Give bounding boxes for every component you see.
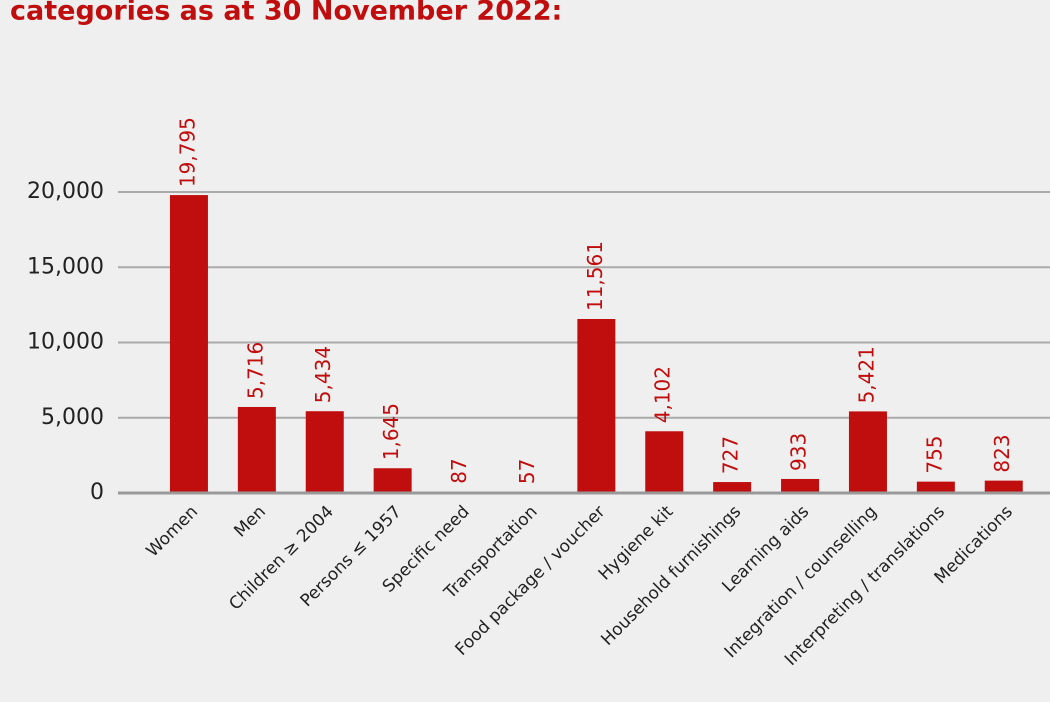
bar — [645, 431, 684, 493]
bar — [305, 411, 344, 493]
y-tick-label: 20,000 — [27, 179, 104, 204]
value-label: 5,434 — [311, 346, 335, 403]
value-label: 823 — [990, 434, 1014, 472]
value-label: 727 — [719, 436, 743, 474]
value-label: 87 — [447, 458, 471, 483]
value-label: 933 — [787, 433, 811, 471]
y-tick-label: 15,000 — [27, 254, 104, 279]
value-label: 1,645 — [379, 403, 403, 460]
bar — [577, 319, 616, 493]
chart-title: categories as at 30 November 2022: — [10, 0, 562, 27]
bar — [373, 468, 412, 493]
x-tick-label: Household furnishings — [597, 502, 745, 650]
bar — [848, 411, 887, 493]
bar — [781, 478, 820, 493]
value-label: 5,716 — [243, 342, 267, 399]
bar — [713, 482, 752, 493]
bar — [237, 406, 276, 493]
x-tick-label: Men — [230, 502, 270, 542]
bar — [916, 481, 955, 493]
y-tick-label: 5,000 — [41, 405, 104, 430]
value-label: 57 — [515, 459, 539, 484]
value-label: 5,421 — [854, 346, 878, 403]
y-tick-label: 0 — [90, 480, 104, 505]
y-tick-label: 10,000 — [27, 330, 104, 355]
bar — [169, 195, 208, 493]
value-label: 755 — [922, 435, 946, 473]
x-tick-label: Women — [143, 502, 202, 561]
value-label: 11,561 — [583, 241, 607, 311]
value-label: 4,102 — [651, 366, 675, 423]
bar — [984, 480, 1023, 493]
value-label: 19,795 — [175, 117, 199, 187]
